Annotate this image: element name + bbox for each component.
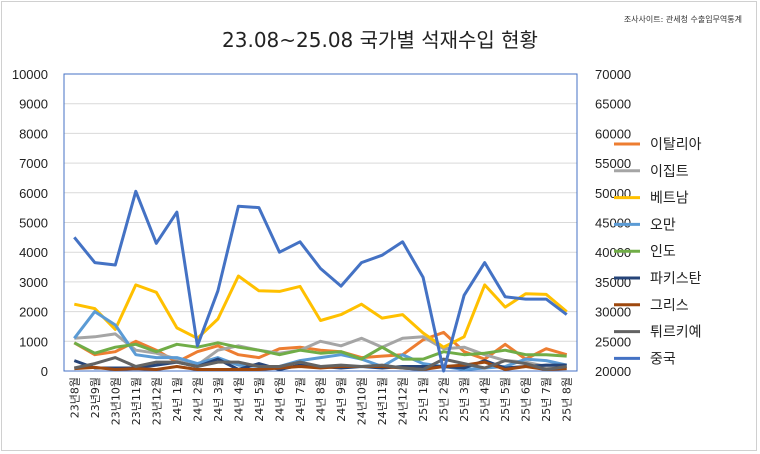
x-tick-label: 24년10월 — [356, 377, 369, 425]
legend-label: 오만 — [650, 217, 676, 233]
x-tick-label: 24년 2월 — [191, 377, 204, 422]
legend-label: 인도 — [650, 244, 676, 260]
x-tick-label: 24년 9월 — [335, 377, 348, 422]
x-tick-label: 24년 5월 — [253, 377, 266, 422]
x-tick-label: 25년 2월 — [438, 377, 451, 422]
legend-label: 튀르키예 — [650, 325, 702, 341]
x-tick-label: 24년 1월 — [171, 377, 184, 422]
legend-label: 그리스 — [650, 298, 689, 314]
x-tick-label: 25년 3월 — [458, 377, 471, 422]
y-tick-label: 6000 — [19, 186, 48, 201]
y-tick-label: 10000 — [12, 67, 48, 82]
series-line-튀르키예 — [73, 356, 567, 371]
legend-label: 이탈리아 — [650, 137, 702, 153]
y-tick-label: 0 — [41, 364, 48, 379]
x-tick-label: 25년 4월 — [479, 377, 492, 422]
y2-tick-label: 45000 — [595, 216, 631, 231]
x-tick-label: 25년 8월 — [561, 377, 574, 422]
x-tick-label: 23년9월 — [89, 377, 102, 418]
y-tick-label: 7000 — [19, 156, 48, 171]
y-tick-label: 5000 — [19, 216, 48, 231]
x-tick-label: 24년11월 — [376, 377, 389, 425]
y2-tick-label: 60000 — [595, 126, 631, 141]
x-tick-label: 25년 7월 — [540, 377, 553, 422]
chart-title: 23.08~25.08 국가별 석재수입 현황 — [222, 28, 538, 52]
y-tick-label: 2000 — [19, 305, 48, 320]
y-tick-label: 9000 — [19, 97, 48, 112]
y2-tick-label: 30000 — [595, 305, 631, 320]
x-tick-label: 24년12월 — [397, 377, 410, 425]
legend-label: 이집트 — [650, 164, 689, 180]
x-tick-label: 24년 6월 — [273, 377, 286, 422]
legend-label: 베트남 — [650, 191, 689, 207]
x-tick-label: 23년12월 — [150, 377, 163, 425]
y-tick-label: 8000 — [19, 126, 48, 141]
y2-tick-label: 65000 — [595, 97, 631, 112]
y-tick-label: 3000 — [19, 275, 48, 290]
x-tick-label: 23년8월 — [68, 377, 81, 418]
x-tick-label: 24년 3월 — [212, 377, 225, 422]
y-tick-label: 4000 — [19, 245, 48, 260]
y2-tick-label: 20000 — [595, 364, 631, 379]
x-tick-label: 25년 5월 — [499, 377, 512, 422]
legend-label: 파키스탄 — [650, 271, 702, 287]
x-tick-label: 24년 8월 — [315, 377, 328, 422]
y-tick-label: 1000 — [19, 334, 48, 349]
x-tick-label: 24년 4월 — [232, 377, 245, 422]
series-line-인도 — [73, 341, 567, 361]
series-line-베트남 — [73, 274, 568, 349]
x-tick-label: 25년 6월 — [520, 377, 533, 422]
y2-tick-label: 55000 — [595, 156, 631, 171]
x-tick-label: 23년11월 — [130, 377, 143, 425]
y2-tick-label: 40000 — [595, 245, 631, 260]
legend-label: 중국 — [650, 351, 676, 367]
x-tick-label: 24년 7월 — [294, 377, 307, 422]
x-tick-label: 25년 1월 — [417, 377, 430, 422]
y2-tick-label: 70000 — [595, 67, 631, 82]
source-note: 조사사이트: 관세청 수출입무역통계 — [623, 15, 742, 24]
x-tick-label: 23년10월 — [109, 377, 122, 425]
plot-area-border — [63, 73, 578, 372]
series-line-중국 — [73, 189, 568, 373]
y2-tick-label: 25000 — [595, 334, 631, 349]
